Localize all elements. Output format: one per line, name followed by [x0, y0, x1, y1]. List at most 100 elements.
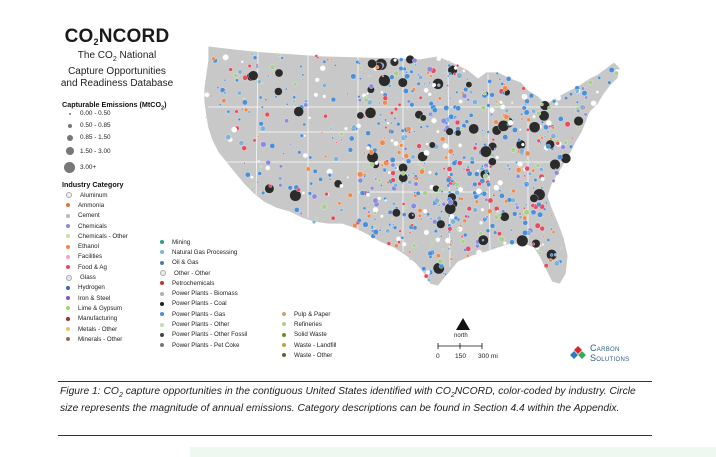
facility-dot [303, 99, 309, 104]
category-label: Iron & Steel [78, 294, 111, 302]
facility-dot [374, 161, 379, 165]
facility-dot [481, 239, 485, 242]
facility-dot [333, 156, 339, 162]
facility-dot [440, 210, 443, 213]
size-legend-item: 1.50 - 3.00 [66, 147, 111, 155]
facility-dot [337, 201, 342, 206]
facility-dot [413, 130, 416, 133]
facility-dot [228, 67, 233, 72]
facility-dot [277, 53, 281, 57]
facility-dot [509, 239, 515, 245]
facility-dot [443, 71, 446, 75]
category-label: Waste - Other [294, 351, 333, 359]
facility-dot [543, 149, 546, 152]
facility-dot [430, 114, 434, 117]
facility-dot [393, 70, 399, 77]
facility-dot [322, 83, 327, 88]
facility-dot [469, 156, 475, 162]
category-swatch [66, 244, 70, 249]
facility-dot [482, 173, 489, 180]
facility-dot [222, 54, 229, 61]
facility-dot [394, 107, 398, 112]
category-label: Chemicals - Other [78, 232, 128, 240]
facility-dot [407, 173, 411, 177]
facility-dot [363, 151, 366, 155]
facility-dot [571, 137, 574, 140]
facility-dot [299, 65, 303, 68]
facility-dot [356, 218, 362, 223]
size-legend-item: 0.50 - 0.85 [66, 122, 111, 129]
facility-dot [431, 117, 437, 124]
facility-dot [480, 105, 486, 111]
facility-dot [417, 213, 422, 218]
facility-dot [237, 69, 243, 75]
facility-dot [323, 154, 328, 159]
facility-dot [493, 147, 497, 151]
facility-dot [524, 203, 528, 206]
facility-dot [537, 251, 542, 255]
category-legend-item: Solid Waste [280, 330, 336, 340]
category-label: Cement [78, 212, 100, 220]
facility-dot [393, 141, 399, 146]
facility-dot [524, 102, 528, 106]
facility-dot [476, 188, 482, 195]
facility-dot [464, 214, 468, 219]
facility-dot [447, 223, 452, 228]
category-legend-column-1: Aluminum Ammonia Cement Chemicals Chemicals … [64, 190, 128, 344]
facility-dot [357, 95, 361, 99]
category-swatch [160, 240, 164, 245]
facility-dot [299, 211, 303, 215]
facility-dot [365, 130, 371, 136]
facility-dot [428, 81, 431, 85]
facility-dot [362, 221, 369, 228]
facility-dot [459, 196, 464, 201]
category-legend-item: Aluminum [64, 190, 128, 200]
facility-dot [417, 208, 423, 213]
category-label: Natural Gas Processing [172, 248, 238, 256]
facility-dot [521, 93, 528, 100]
facility-dot [523, 109, 530, 116]
facility-dot [329, 127, 333, 131]
facility-dot [309, 181, 313, 186]
facility-dot [455, 64, 460, 68]
facility-dot [507, 115, 511, 118]
facility-dot [533, 178, 538, 182]
facility-dot [378, 229, 382, 232]
facility-dot [412, 58, 418, 64]
facility-dot [318, 177, 323, 182]
category-swatch [160, 322, 164, 327]
facility-dot [242, 99, 248, 106]
facility-dot [503, 241, 507, 245]
facility-dot [268, 184, 273, 188]
facility-dot [382, 100, 388, 106]
facility-dot [243, 107, 249, 113]
facility-dot [497, 120, 510, 132]
facility-dot [404, 73, 410, 80]
facility-dot [500, 104, 506, 110]
facility-dot [423, 82, 426, 85]
facility-dot [415, 191, 421, 196]
facility-dot [428, 141, 436, 149]
facility-dot [548, 258, 553, 263]
facility-dot [548, 125, 552, 128]
facility-dot [498, 236, 505, 243]
facility-dot [235, 78, 239, 83]
facility-dot [540, 102, 544, 107]
facility-dot [522, 229, 528, 236]
facility-dot [510, 147, 516, 153]
facility-dot [409, 69, 414, 74]
facility-dot [557, 154, 563, 160]
category-label: Lime & Gypsum [78, 304, 123, 312]
facility-dot [497, 180, 503, 186]
facility-dot [480, 208, 484, 212]
facility-dot [474, 171, 480, 177]
category-label: Hydrogen [78, 284, 105, 292]
category-swatch [66, 234, 70, 239]
facility-dot [346, 176, 349, 179]
facility-dot [429, 74, 433, 78]
size-legend-item: 0.00 - 0.50 [66, 110, 111, 117]
facility-dot [292, 81, 298, 87]
facility-dot [226, 109, 231, 114]
facility-dot [366, 213, 372, 219]
facility-dot [517, 137, 521, 142]
